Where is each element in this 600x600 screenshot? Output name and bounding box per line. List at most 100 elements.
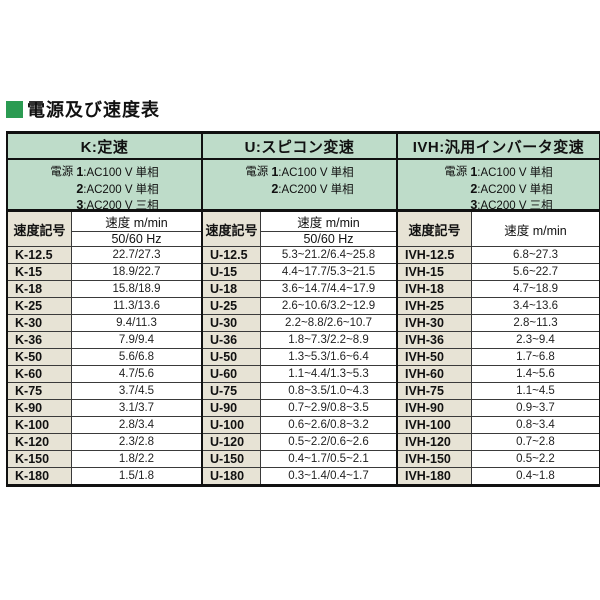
speed-symbol-cell: IVH-30	[398, 315, 472, 331]
speed-value-cell: 4.7/5.6	[72, 366, 201, 382]
speed-value-cell: 9.4/11.3	[72, 315, 201, 331]
green-square-icon	[6, 100, 23, 118]
power-cell-k: 電源 1:AC100 V 単相 2:AC200 V 単相 3:AC200 V 三…	[8, 160, 201, 212]
table-row: U-60 1.1~4.4/1.3~5.3	[203, 365, 396, 382]
table-row: IVH-25 3.4~13.6	[398, 297, 599, 314]
speed-symbol-cell: IVH-50	[398, 349, 472, 365]
speed-value-cell: 0.9~3.7	[472, 400, 599, 416]
table-row: K-120 2.3/2.8	[8, 433, 201, 450]
table-row: IVH-36 2.3~9.4	[398, 331, 599, 348]
speed-hz-label: 50/60 Hz	[303, 232, 354, 246]
table-row: U-120 0.5~2.2/0.6~2.6	[203, 433, 396, 450]
speed-symbol-cell: U-25	[203, 298, 261, 314]
speed-symbol-cell: U-36	[203, 332, 261, 348]
speed-value-cell: 0.3~1.4/0.4~1.7	[261, 468, 396, 484]
speed-value-cell: 5.3~21.2/6.4~25.8	[261, 247, 396, 263]
subheader-u: 速度記号 速度 m/min 50/60 Hz	[203, 212, 396, 246]
power-line-number: 3	[470, 198, 478, 212]
speed-value-cell: 5.6~22.7	[472, 264, 599, 280]
speed-symbol-cell: IVH-36	[398, 332, 472, 348]
power-cell-ivh: 電源 1:AC100 V 単相 2:AC200 V 単相 3:AC200 V 三…	[398, 160, 599, 212]
speed-symbol-cell: U-180	[203, 468, 261, 484]
table-row: U-18 3.6~14.7/4.4~17.9	[203, 280, 396, 297]
power-line-number: 2	[271, 181, 279, 196]
speed-value-cell: 1.7~6.8	[472, 349, 599, 365]
catalog-page: 電源及び速度表 K:定速 電源 1:AC100 V 単相 2:AC200 V 単…	[6, 96, 600, 487]
speed-value-cell: 1.8/2.2	[72, 451, 201, 467]
power-line: 3:AC200 V 三相	[76, 198, 158, 215]
speed-value-cell: 2.2~8.8/2.6~10.7	[261, 315, 396, 331]
rows-k: K-12.5 22.7/27.3 K-15 18.9/22.7 K-18 15.…	[8, 246, 201, 484]
power-line-desc: :AC100 V 単相	[278, 167, 354, 179]
table-row: K-150 1.8/2.2	[8, 450, 201, 467]
power-line: 2:AC200 V 単相	[271, 182, 353, 199]
speed-symbol-cell: K-30	[8, 315, 72, 331]
group-column-k: K:定速 電源 1:AC100 V 単相 2:AC200 V 単相 3:AC20…	[8, 134, 203, 484]
power-line-number: 2	[470, 181, 478, 196]
speed-symbol-cell: K-150	[8, 451, 72, 467]
power-label: 電源	[444, 166, 468, 178]
group-column-u: U:スピコン変速 電源 1:AC100 V 単相 2:AC200 V 単相 速度…	[203, 134, 398, 484]
table-row: K-30 9.4/11.3	[8, 314, 201, 331]
speed-unit-label: 速度 m/min	[261, 212, 396, 232]
table-row: IVH-100 0.8~3.4	[398, 416, 599, 433]
section-title: 電源及び速度表	[6, 96, 600, 122]
speed-value-cell: 2.6~10.6/3.2~12.9	[261, 298, 396, 314]
speed-value-cell: 2.3/2.8	[72, 434, 201, 450]
table-row: U-30 2.2~8.8/2.6~10.7	[203, 314, 396, 331]
power-speed-table: K:定速 電源 1:AC100 V 単相 2:AC200 V 単相 3:AC20…	[6, 131, 600, 487]
table-row: U-15 4.4~17.7/5.3~21.5	[203, 263, 396, 280]
speed-value-cell: 5.6/6.8	[72, 349, 201, 365]
table-row: U-50 1.3~5.3/1.6~6.4	[203, 348, 396, 365]
speed-symbol-cell: IVH-15	[398, 264, 472, 280]
power-lines: 1:AC100 V 単相 2:AC200 V 単相	[271, 165, 353, 209]
speed-value-cell: 1.8~7.3/2.2~8.9	[261, 332, 396, 348]
power-line-number: 1	[470, 165, 478, 179]
speed-value-cell: 1.3~5.3/1.6~6.4	[261, 349, 396, 365]
speed-unit-label: 速度 m/min	[504, 223, 567, 238]
speed-symbol-cell: U-100	[203, 417, 261, 433]
table-row: IVH-90 0.9~3.7	[398, 399, 599, 416]
speed-symbol-cell: IVH-18	[398, 281, 472, 297]
table-row: K-25 11.3/13.6	[8, 297, 201, 314]
power-line: 3:AC200 V 三相	[470, 198, 552, 215]
power-line-desc: :AC200 V 単相	[278, 183, 354, 196]
subheader-k: 速度記号 速度 m/min 50/60 Hz	[8, 212, 201, 246]
table-row: U-100 0.6~2.6/0.8~3.2	[203, 416, 396, 433]
table-row: U-12.5 5.3~21.2/6.4~25.8	[203, 246, 396, 263]
table-row: IVH-180 0.4~1.8	[398, 467, 599, 484]
power-line-desc: :AC200 V 単相	[477, 183, 553, 196]
speed-symbol-cell: IVH-120	[398, 434, 472, 450]
table-row: K-18 15.8/18.9	[8, 280, 201, 297]
table-row: IVH-12.5 6.8~27.3	[398, 246, 599, 263]
rows-u: U-12.5 5.3~21.2/6.4~25.8 U-15 4.4~17.7/5…	[203, 246, 396, 484]
speed-value-cell: 2.3~9.4	[472, 332, 599, 348]
speed-value-cell: 2.8~11.3	[472, 315, 599, 331]
power-line-number: 3	[76, 198, 84, 212]
table-row: U-36 1.8~7.3/2.2~8.9	[203, 331, 396, 348]
speed-value-cell: 11.3/13.6	[72, 298, 201, 314]
table-row: K-50 5.6/6.8	[8, 348, 201, 365]
table-row: K-90 3.1/3.7	[8, 399, 201, 416]
power-label: 電源	[50, 166, 74, 178]
speed-symbol-cell: K-25	[8, 298, 72, 314]
speed-column-header: 速度 m/min	[472, 212, 599, 246]
speed-symbol-cell: U-90	[203, 400, 261, 416]
speed-value-cell: 0.8~3.5/1.0~4.3	[261, 383, 396, 399]
speed-hz-label: 50/60 Hz	[111, 232, 162, 246]
table-row: U-90 0.7~2.9/0.8~3.5	[203, 399, 396, 416]
speed-value-cell: 1.1~4.4/1.3~5.3	[261, 366, 396, 382]
speed-value-cell: 2.8/3.4	[72, 417, 201, 433]
table-row: K-36 7.9/9.4	[8, 331, 201, 348]
speed-value-cell: 0.4~1.7/0.5~2.1	[261, 451, 396, 467]
power-cell-u: 電源 1:AC100 V 単相 2:AC200 V 単相	[203, 160, 396, 212]
speed-value-cell: 3.7/4.5	[72, 383, 201, 399]
power-line-desc: :AC200 V 三相	[477, 200, 553, 212]
table-row: K-12.5 22.7/27.3	[8, 246, 201, 263]
speed-symbol-cell: K-100	[8, 417, 72, 433]
table-row: K-180 1.5/1.8	[8, 467, 201, 484]
power-label: 電源	[245, 166, 269, 178]
speed-symbol-cell: U-150	[203, 451, 261, 467]
speed-symbol-cell: K-15	[8, 264, 72, 280]
speed-value-cell: 7.9/9.4	[72, 332, 201, 348]
